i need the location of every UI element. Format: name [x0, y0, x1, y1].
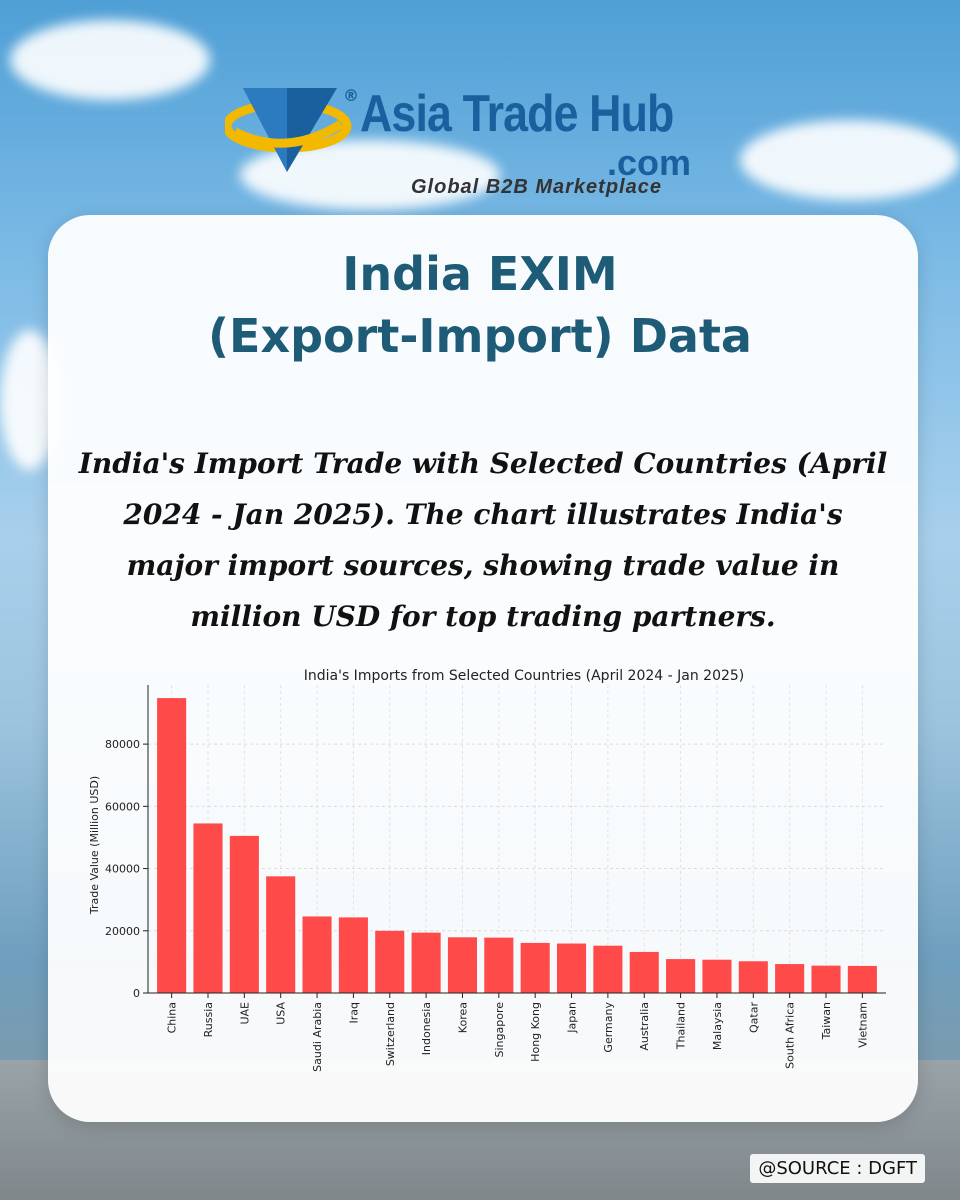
- chart-container: India's Imports from Selected Countries …: [78, 660, 888, 1072]
- brand-logo-icon: [225, 88, 352, 172]
- bar-taiwan: [811, 965, 841, 993]
- bar-russia: [193, 823, 223, 993]
- x-tick-label: Taiwan: [820, 1002, 833, 1040]
- x-tick-label: Singapore: [493, 1002, 506, 1058]
- brand-logo: ® Asia Trade Hub .com Global B2B Marketp…: [225, 80, 705, 205]
- brand-name: Asia Trade Hub: [360, 85, 674, 143]
- bar-korea: [447, 937, 478, 993]
- bar-usa: [266, 876, 296, 993]
- bar-germany: [593, 945, 623, 993]
- registered-mark: ®: [343, 86, 359, 105]
- x-tick-label: Switzerland: [384, 1002, 397, 1066]
- x-tick-label: Japan: [566, 1002, 579, 1034]
- x-tick-label: Australia: [638, 1002, 651, 1051]
- x-tick-label: Germany: [602, 1002, 615, 1053]
- bar-japan: [556, 943, 587, 993]
- cloud: [740, 120, 960, 200]
- y-tick-label: 20000: [105, 925, 140, 938]
- page-title: India EXIM (Export-Import) Data: [0, 243, 960, 367]
- bar-qatar: [738, 961, 768, 993]
- x-tick-label: Indonesia: [420, 1002, 433, 1055]
- x-tick-label: USA: [275, 1002, 288, 1025]
- bar-iraq: [338, 917, 368, 993]
- x-tick-label: Thailand: [675, 1002, 688, 1050]
- y-tick-label: 40000: [105, 863, 140, 876]
- bar-south-africa: [775, 964, 805, 993]
- y-axis-label: Trade Value (Million USD): [88, 776, 101, 915]
- x-tick-label: China: [166, 1002, 179, 1033]
- content-card: [48, 215, 918, 1122]
- x-tick-label: Iraq: [347, 1002, 360, 1024]
- y-tick-label: 80000: [105, 738, 140, 751]
- bar-uae: [229, 835, 259, 993]
- bar-saudi-arabia: [302, 916, 332, 993]
- x-tick-label: Hong Kong: [529, 1002, 542, 1062]
- brand-domain: .com: [607, 142, 692, 183]
- y-tick-label: 60000: [105, 800, 140, 813]
- bar-china: [157, 698, 187, 993]
- bar-hong-kong: [520, 942, 550, 993]
- page-title-line2: (Export-Import) Data: [208, 309, 752, 363]
- chart-description: India's Import Trade with Selected Count…: [78, 447, 888, 633]
- cloud: [10, 20, 210, 100]
- x-tick-label: Russia: [202, 1002, 215, 1037]
- bar-indonesia: [411, 932, 441, 993]
- x-tick-label: Qatar: [747, 1002, 760, 1033]
- chart-title: India's Imports from Selected Countries …: [304, 668, 745, 684]
- bar-singapore: [484, 937, 514, 993]
- x-tick-label: Saudi Arabia: [311, 1002, 324, 1072]
- bar-vietnam: [847, 965, 877, 993]
- x-tick-label: Vietnam: [856, 1002, 869, 1048]
- x-tick-label: South Africa: [784, 1002, 797, 1069]
- x-tick-label: Korea: [456, 1002, 469, 1033]
- brand-tagline: Global B2B Marketplace: [411, 176, 662, 198]
- bar-malaysia: [702, 959, 732, 993]
- bar-switzerland: [375, 930, 405, 993]
- page-title-line1: India EXIM: [342, 247, 618, 301]
- x-tick-label: UAE: [238, 1002, 251, 1025]
- source-credit: @SOURCE : DGFT: [750, 1154, 925, 1183]
- bar-chart: India's Imports from Selected Countries …: [88, 668, 886, 1072]
- y-tick-label: 0: [133, 987, 140, 1000]
- bar-thailand: [666, 959, 696, 993]
- bar-australia: [629, 951, 659, 993]
- x-tick-label: Malaysia: [711, 1002, 724, 1050]
